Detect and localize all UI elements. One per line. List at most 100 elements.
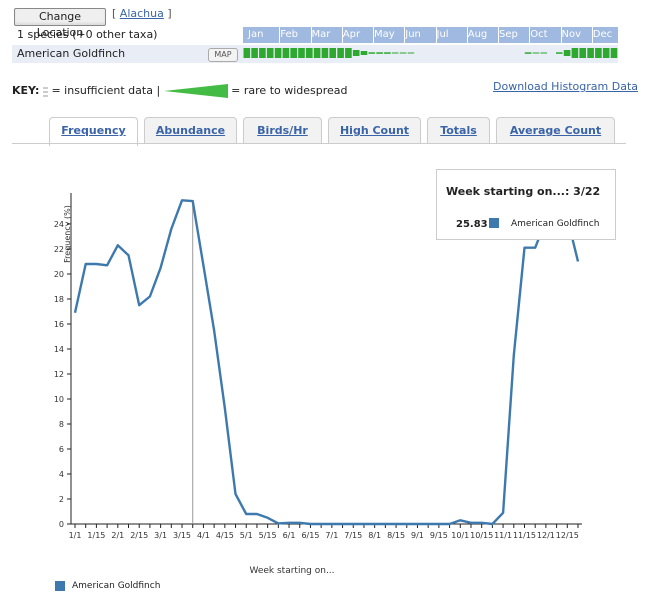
y-tick-label: 24	[54, 220, 64, 229]
x-tick-label: 9/1	[411, 531, 424, 540]
insufficient-swatch	[42, 85, 48, 97]
month-jul: Jul	[435, 27, 463, 43]
histogram-bar	[602, 48, 610, 58]
month-aug: Aug	[466, 27, 494, 43]
legend-swatch[interactable]	[55, 581, 65, 591]
x-tick-label: 12/15	[556, 531, 579, 540]
histogram-bar	[329, 48, 336, 58]
y-tick-label: 10	[54, 395, 64, 404]
map-button[interactable]: MAP	[208, 48, 238, 62]
month-may: May	[373, 27, 400, 43]
histogram-bar	[399, 52, 407, 54]
month-nov: Nov	[560, 27, 588, 43]
x-tick-label: 4/1	[197, 531, 210, 540]
tab-high-count[interactable]: High Count	[328, 117, 421, 144]
histogram-bar	[556, 52, 563, 54]
series-line-american-goldfinch	[73, 199, 580, 526]
histogram-bar	[274, 48, 282, 58]
y-tick-label: 0	[59, 520, 64, 529]
x-tick-label: 9/15	[430, 531, 448, 540]
change-location-button[interactable]: Change Location	[14, 8, 106, 39]
chart-tooltip: Week starting on...: 3/22 25.83 American…	[436, 169, 616, 240]
tab-divider	[12, 143, 626, 144]
histogram-bar	[595, 48, 602, 58]
x-tick-label: 6/15	[301, 531, 319, 540]
month-header-bar: Jan Feb Mar Apr May Jun Jul Aug Sep Oct Nov Dec	[243, 27, 618, 43]
tab-frequency[interactable]: Frequency	[49, 117, 138, 146]
histogram-bar	[579, 48, 586, 58]
histogram-bar	[368, 52, 376, 54]
species-count: 1 species (+0 other taxa)	[17, 28, 158, 41]
histogram-bar	[540, 52, 547, 54]
histogram-bar	[251, 48, 258, 58]
month-sep: Sep	[498, 27, 525, 43]
x-tick-label: 3/15	[173, 531, 191, 540]
region-selector: [ Alachua ]	[112, 7, 172, 20]
y-tick-label: 22	[54, 245, 64, 254]
tab-average-count[interactable]: Average Count	[496, 117, 615, 144]
month-jan: Jan	[248, 29, 264, 40]
species-name[interactable]: American Goldfinch	[17, 47, 126, 60]
histogram-bar	[243, 48, 251, 58]
key-rare-text: = rare to widespread	[231, 84, 348, 97]
month-jun: Jun	[404, 27, 431, 43]
month-feb: Feb	[279, 27, 306, 43]
key-legend: KEY: = insufficient data | = rare to wid…	[12, 84, 348, 98]
x-tick-label: 12/1	[537, 531, 555, 540]
tab-abundance[interactable]: Abundance	[144, 117, 237, 144]
tooltip-value: 25.83	[456, 219, 488, 230]
x-tick-label: 2/15	[130, 531, 148, 540]
histogram-bar	[407, 52, 415, 54]
y-tick-label: 18	[54, 295, 64, 304]
x-tick-label: 8/15	[387, 531, 405, 540]
key-prefix: KEY:	[12, 84, 40, 97]
histogram-bar	[282, 48, 290, 58]
y-tick-label: 16	[54, 320, 64, 329]
x-tick-label: 10/15	[470, 531, 493, 540]
histogram-bar	[524, 52, 532, 54]
x-tick-label: 1/1	[69, 531, 82, 540]
histogram-bars	[243, 48, 618, 58]
region-link[interactable]: Alachua	[119, 7, 164, 20]
x-tick-label: 6/1	[283, 531, 296, 540]
tooltip-series-name: American Goldfinch	[511, 219, 600, 229]
x-tick-label: 10/1	[451, 531, 469, 540]
y-tick-label: 20	[54, 270, 64, 279]
histogram-bar	[337, 48, 344, 58]
histogram-bar	[306, 48, 313, 58]
x-axis-label: Week starting on...	[249, 566, 334, 576]
histogram-bar	[571, 48, 579, 58]
y-tick-label: 2	[59, 495, 64, 504]
x-tick-label: 7/1	[325, 531, 338, 540]
histogram-bar	[610, 48, 618, 58]
histogram-bar	[384, 52, 391, 54]
histogram-bar	[313, 48, 321, 58]
region-bracket-open: [	[112, 7, 117, 20]
x-tick-label: 11/15	[513, 531, 536, 540]
legend-series-name[interactable]: American Goldfinch	[72, 581, 161, 591]
x-tick-label: 2/1	[111, 531, 124, 540]
histogram-bar	[298, 48, 305, 58]
histogram-bar	[391, 52, 399, 54]
month-apr: Apr	[341, 27, 369, 43]
y-tick-label: 4	[59, 470, 64, 479]
x-tick-label: 11/1	[494, 531, 512, 540]
region-bracket-close: ]	[167, 7, 172, 20]
download-histogram-link[interactable]: Download Histogram Data	[493, 80, 638, 93]
histogram-bar	[532, 52, 540, 54]
month-dec: Dec	[591, 27, 619, 43]
tooltip-series-swatch	[489, 218, 499, 228]
tab-birds-hr[interactable]: Birds/Hr	[243, 117, 322, 144]
x-tick-label: 5/15	[259, 531, 277, 540]
histogram-bar	[290, 48, 297, 58]
key-insufficient-text: = insufficient data |	[51, 84, 161, 97]
rare-to-widespread-wedge	[163, 84, 228, 98]
tab-totals[interactable]: Totals	[427, 117, 490, 144]
tooltip-title: Week starting on...: 3/22	[446, 185, 601, 198]
y-tick-label: 8	[59, 420, 64, 429]
x-tick-label: 7/15	[344, 531, 362, 540]
histogram-bar	[321, 48, 329, 58]
y-tick-label: 6	[59, 445, 64, 454]
histogram-bar	[266, 48, 274, 58]
